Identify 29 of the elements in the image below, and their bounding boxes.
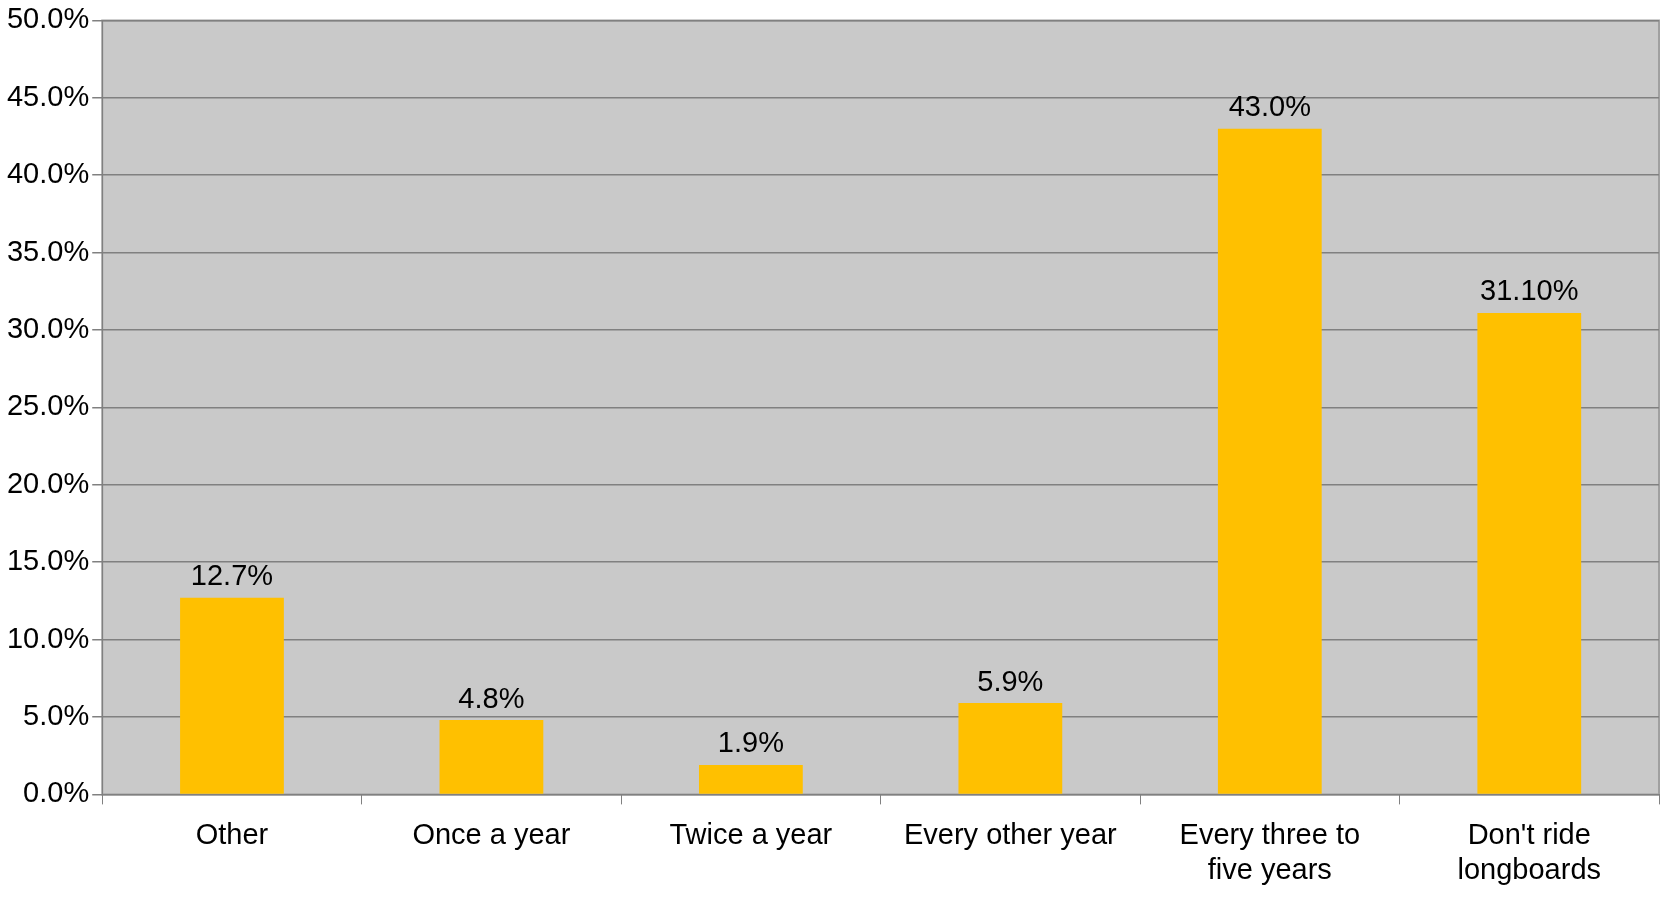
bar — [439, 720, 544, 794]
y-tick-label: 15.0% — [6, 544, 90, 577]
x-tick-label: Twice a year — [669, 817, 833, 850]
x-tick-label: Don't ride longboards — [1457, 817, 1602, 885]
x-tick-label: Every three to five years — [1179, 817, 1361, 885]
y-tick-label: 45.0% — [6, 79, 90, 112]
data-label: 1.9% — [717, 726, 784, 759]
data-label: 31.10% — [1480, 274, 1579, 307]
y-tick-label: 20.0% — [6, 466, 90, 499]
x-tick-label: Other — [195, 817, 269, 850]
y-tick-label: 5.0% — [23, 699, 90, 731]
bar — [1217, 128, 1322, 794]
data-label: 5.9% — [977, 664, 1044, 697]
data-label: 43.0% — [1228, 90, 1311, 123]
bar — [1477, 312, 1582, 794]
y-tick-label: 35.0% — [6, 234, 90, 267]
bar — [958, 703, 1063, 794]
x-tick-label: Once a year — [412, 817, 571, 850]
y-tick-label: 25.0% — [6, 389, 90, 422]
y-tick-label: 40.0% — [6, 157, 90, 190]
y-tick-label: 10.0% — [6, 621, 90, 654]
bar — [180, 597, 284, 794]
x-tick-label: Every other year — [903, 817, 1118, 850]
data-label: 12.7% — [190, 559, 274, 592]
data-label: 4.8% — [458, 681, 525, 714]
y-tick-label: 50.0% — [6, 2, 90, 35]
bar — [698, 764, 803, 794]
y-tick-label: 0.0% — [23, 776, 90, 809]
y-tick-label: 30.0% — [6, 312, 90, 344]
